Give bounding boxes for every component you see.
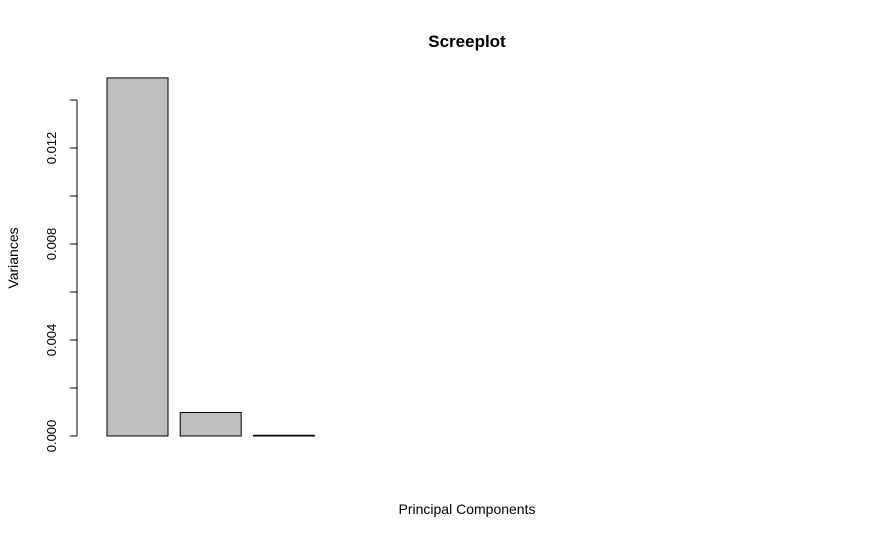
x-axis-label: Principal Components xyxy=(399,501,536,517)
bar-pc3 xyxy=(252,434,315,437)
bar-pc2 xyxy=(179,411,242,437)
bar-pc1 xyxy=(106,77,169,437)
bars-group xyxy=(106,77,315,437)
y-axis-label: Variances xyxy=(5,227,21,288)
y-tick-label: 0.012 xyxy=(44,132,59,165)
y-axis: 0.000 0.004 0.008 0.012 xyxy=(44,99,78,453)
chart-title: Screeplot xyxy=(428,32,506,51)
y-tick-label: 0.000 xyxy=(44,420,59,453)
y-tick-label: 0.004 xyxy=(44,324,59,357)
y-tick-label: 0.008 xyxy=(44,228,59,261)
